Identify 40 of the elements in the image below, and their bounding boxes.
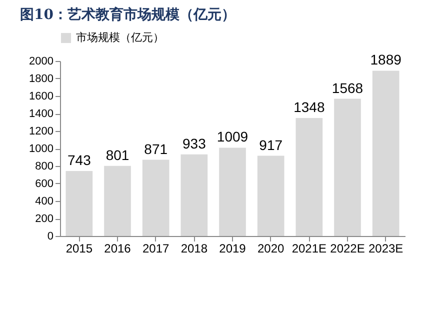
data-label: 743 <box>67 152 92 168</box>
y-tick-label: 600 <box>35 178 54 190</box>
data-label: 801 <box>106 146 130 163</box>
chart-title: 图10：艺术教育市场规模（亿元） <box>20 6 236 23</box>
y-tick-label: 2000 <box>29 56 54 68</box>
y-tick-label: 1600 <box>29 90 54 102</box>
x-tick-label: 2021E <box>292 242 327 256</box>
bar <box>372 70 400 236</box>
y-tick-label: 1400 <box>29 108 54 120</box>
data-label: 933 <box>182 135 206 152</box>
bar <box>219 148 246 236</box>
data-label: 917 <box>259 136 283 153</box>
bar <box>257 156 284 236</box>
x-tick-label: 2019 <box>219 242 246 256</box>
y-tick-label: 0 <box>47 230 54 242</box>
bar <box>104 166 131 236</box>
x-tick-label: 2016 <box>104 242 132 256</box>
x-tick-label: 2018 <box>180 242 208 256</box>
y-tick-label: 800 <box>35 160 54 172</box>
x-tick-label: 2017 <box>142 242 170 256</box>
data-label: 1348 <box>294 99 325 116</box>
y-tick-label: 1000 <box>29 143 54 155</box>
bar <box>334 98 361 236</box>
x-tick-label: 2023E <box>368 242 404 256</box>
bar <box>66 170 93 236</box>
y-tick-label: 1800 <box>29 73 54 85</box>
data-label: 1889 <box>370 52 402 68</box>
x-tick-label: 2022E <box>330 242 365 256</box>
legend-label: 市场规模（亿元） <box>76 31 164 44</box>
data-label: 1568 <box>332 80 364 96</box>
bar <box>296 118 323 236</box>
y-tick-label: 200 <box>35 213 54 225</box>
x-tick-label: 2020 <box>257 242 285 256</box>
bar <box>180 154 208 236</box>
data-label: 1009 <box>216 128 248 145</box>
y-tick-label: 1200 <box>29 126 54 138</box>
data-label: 871 <box>144 140 168 157</box>
x-tick-label: 2015 <box>66 242 93 256</box>
bar <box>142 160 170 236</box>
y-tick-label: 400 <box>35 196 54 208</box>
